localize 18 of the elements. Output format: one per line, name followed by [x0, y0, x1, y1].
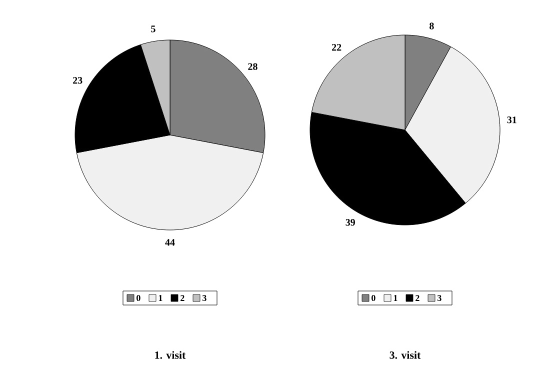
data-label: 44: [165, 239, 175, 246]
data-label: 39: [346, 219, 355, 226]
data-label: 28: [248, 63, 258, 70]
data-label: 5: [151, 26, 156, 32]
legend-label: 1: [158, 295, 162, 301]
legend-label: 3: [438, 294, 442, 302]
legend-label: 1: [394, 295, 398, 301]
data-label: 23: [73, 77, 82, 84]
legend-label: 2: [416, 295, 420, 301]
legend-label: 0: [136, 294, 140, 302]
text: 3. visit: [390, 351, 421, 359]
text: 1. visit: [155, 351, 186, 359]
legend-label: 0: [372, 294, 376, 302]
data-label: 8: [430, 22, 434, 30]
data-label: 22: [332, 44, 342, 51]
legend-label: 3: [202, 294, 206, 302]
data-label: 31: [507, 116, 516, 124]
legend-label: 2: [180, 295, 184, 301]
